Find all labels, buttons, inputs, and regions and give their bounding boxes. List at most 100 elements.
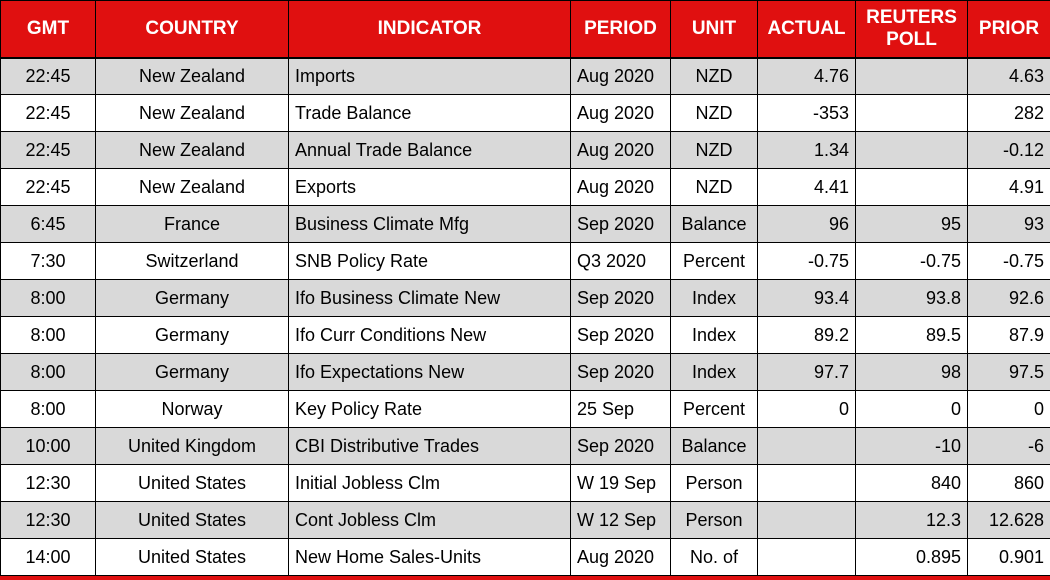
header-cell-country: COUNTRY: [95, 0, 289, 59]
cell-indicator: SNB Policy Rate: [288, 242, 571, 280]
cell-reuters_poll: 89.5: [855, 316, 968, 354]
header-cell-actual: ACTUAL: [757, 0, 856, 59]
header-cell-unit: UNIT: [670, 0, 758, 59]
table-row: 22:45 New Zealand Trade Balance Aug 2020 NZD…: [0, 94, 1050, 132]
cell-period: Q3 2020: [570, 242, 671, 280]
cell-country: United States: [95, 464, 289, 502]
table-body: 22:45 New Zealand Imports Aug 2020 NZD 4.76 4.…: [0, 57, 1050, 576]
cell-indicator: Key Policy Rate: [288, 390, 571, 428]
cell-country: New Zealand: [95, 168, 289, 206]
cell-actual: -353: [757, 94, 856, 132]
cell-country: Germany: [95, 316, 289, 354]
cell-country: New Zealand: [95, 94, 289, 132]
cell-country: New Zealand: [95, 57, 289, 95]
cell-gmt: 22:45: [0, 94, 96, 132]
cell-unit: Index: [670, 279, 758, 317]
cell-period: Aug 2020: [570, 168, 671, 206]
cell-actual: 0: [757, 390, 856, 428]
cell-period: Sep 2020: [570, 316, 671, 354]
table-row: 14:00 United States New Home Sales-Units Au…: [0, 538, 1050, 576]
cell-period: W 19 Sep: [570, 464, 671, 502]
header-cell-period: PERIOD: [570, 0, 671, 59]
cell-reuters_poll: -10: [855, 427, 968, 465]
table-row: 7:30 Switzerland SNB Policy Rate Q3 2020 Per…: [0, 242, 1050, 280]
cell-period: Aug 2020: [570, 538, 671, 576]
cell-gmt: 22:45: [0, 168, 96, 206]
cell-indicator: Ifo Business Climate New: [288, 279, 571, 317]
cell-reuters_poll: 98: [855, 353, 968, 391]
header-row: GMT COUNTRY INDICATOR PERIOD UNIT ACTUAL REUTE…: [0, 0, 1050, 59]
cell-actual: [757, 464, 856, 502]
cell-unit: Index: [670, 316, 758, 354]
cell-gmt: 6:45: [0, 205, 96, 243]
cell-period: 25 Sep: [570, 390, 671, 428]
cell-indicator: CBI Distributive Trades: [288, 427, 571, 465]
cell-actual: 89.2: [757, 316, 856, 354]
cell-reuters_poll: 0.895: [855, 538, 968, 576]
cell-period: Aug 2020: [570, 94, 671, 132]
cell-actual: 97.7: [757, 353, 856, 391]
cell-prior: 12.628: [967, 501, 1050, 539]
cell-period: Sep 2020: [570, 205, 671, 243]
table-row: 12:30 United States Cont Jobless Clm W 12 S…: [0, 501, 1050, 539]
cell-unit: Person: [670, 464, 758, 502]
cell-actual: -0.75: [757, 242, 856, 280]
cell-unit: Balance: [670, 205, 758, 243]
cell-reuters_poll: -0.75: [855, 242, 968, 280]
cell-gmt: 8:00: [0, 353, 96, 391]
cell-country: United Kingdom: [95, 427, 289, 465]
cell-prior: 0.901: [967, 538, 1050, 576]
cell-prior: 97.5: [967, 353, 1050, 391]
cell-country: France: [95, 205, 289, 243]
cell-country: Norway: [95, 390, 289, 428]
cell-gmt: 8:00: [0, 390, 96, 428]
table-row: 8:00 Norway Key Policy Rate 25 Sep Percent 0 0…: [0, 390, 1050, 428]
cell-prior: 92.6: [967, 279, 1050, 317]
cell-reuters_poll: [855, 168, 968, 206]
header-cell-gmt: GMT: [0, 0, 96, 59]
table-header: GMT COUNTRY INDICATOR PERIOD UNIT ACTUAL REUTE…: [0, 0, 1050, 59]
table-row: 22:45 New Zealand Imports Aug 2020 NZD 4.76 4.…: [0, 57, 1050, 95]
cell-indicator: Exports: [288, 168, 571, 206]
cell-reuters_poll: [855, 57, 968, 95]
cell-country: Germany: [95, 279, 289, 317]
cell-actual: 96: [757, 205, 856, 243]
cell-reuters_poll: [855, 94, 968, 132]
cell-reuters_poll: 95: [855, 205, 968, 243]
cell-reuters_poll: 93.8: [855, 279, 968, 317]
cell-period: Sep 2020: [570, 353, 671, 391]
cell-actual: [757, 501, 856, 539]
cell-gmt: 22:45: [0, 131, 96, 169]
cell-unit: No. of: [670, 538, 758, 576]
cell-reuters_poll: 0: [855, 390, 968, 428]
cell-prior: -6: [967, 427, 1050, 465]
cell-prior: -0.12: [967, 131, 1050, 169]
cell-indicator: Imports: [288, 57, 571, 95]
cell-prior: 4.91: [967, 168, 1050, 206]
table-row: 8:00 Germany Ifo Business Climate New Sep 2…: [0, 279, 1050, 317]
cell-country: United States: [95, 538, 289, 576]
cell-actual: 1.34: [757, 131, 856, 169]
cell-gmt: 22:45: [0, 57, 96, 95]
cell-indicator: Cont Jobless Clm: [288, 501, 571, 539]
header-cell-indicator: INDICATOR: [288, 0, 571, 59]
cell-country: United States: [95, 501, 289, 539]
cell-gmt: 8:00: [0, 279, 96, 317]
cell-gmt: 8:00: [0, 316, 96, 354]
table-row: 12:30 United States Initial Jobless Clm W 1…: [0, 464, 1050, 502]
cell-actual: 4.41: [757, 168, 856, 206]
cell-indicator: Ifo Expectations New: [288, 353, 571, 391]
cell-actual: 93.4: [757, 279, 856, 317]
cell-reuters_poll: 12.3: [855, 501, 968, 539]
cell-prior: 860: [967, 464, 1050, 502]
cell-prior: 93: [967, 205, 1050, 243]
cell-indicator: Annual Trade Balance: [288, 131, 571, 169]
cell-prior: 87.9: [967, 316, 1050, 354]
cell-actual: 4.76: [757, 57, 856, 95]
cell-gmt: 7:30: [0, 242, 96, 280]
cell-reuters_poll: 840: [855, 464, 968, 502]
cell-prior: 0: [967, 390, 1050, 428]
cell-indicator: Trade Balance: [288, 94, 571, 132]
cell-period: Sep 2020: [570, 279, 671, 317]
